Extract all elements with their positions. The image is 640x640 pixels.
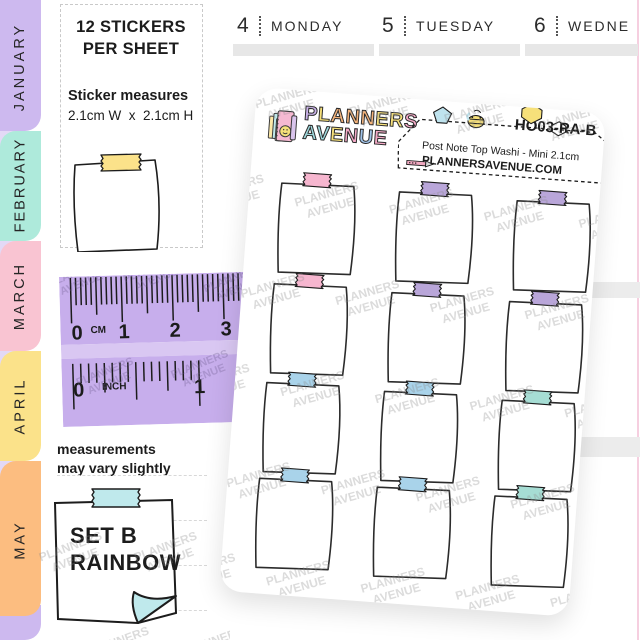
svg-text:1: 1 [194,376,206,398]
svg-text:2: 2 [169,320,181,342]
svg-text:0: 0 [73,379,85,401]
svg-text:1: 1 [118,321,130,343]
svg-text:3: 3 [220,318,232,340]
svg-text:INCH: INCH [102,381,127,393]
svg-text:0: 0 [71,322,83,344]
svg-text:CM: CM [90,325,106,336]
